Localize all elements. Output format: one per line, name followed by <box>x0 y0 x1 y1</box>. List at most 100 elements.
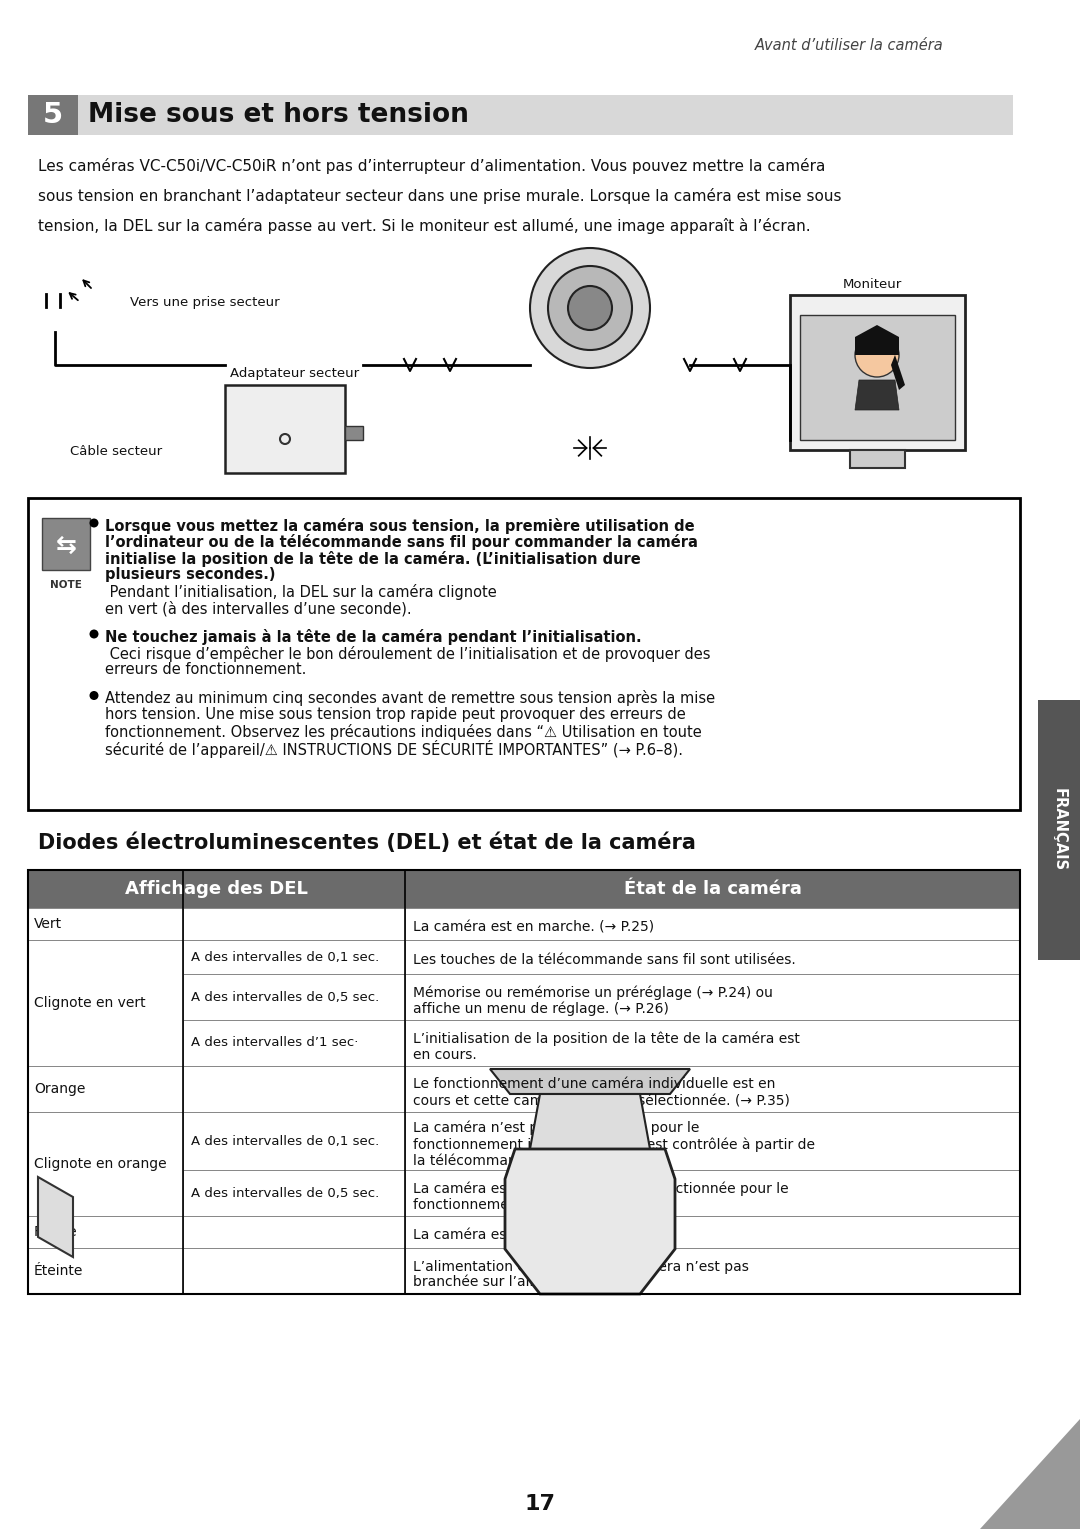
Polygon shape <box>855 381 899 410</box>
Text: Le fonctionnement d’une caméra individuelle est en: Le fonctionnement d’une caméra individue… <box>413 1076 775 1092</box>
Text: État de la caméra: État de la caméra <box>623 881 801 898</box>
Bar <box>28 498 1020 810</box>
Text: Ceci risque d’empêcher le bon déroulement de l’initialisation et de provoquer de: Ceci risque d’empêcher le bon déroulemen… <box>105 645 711 662</box>
Bar <box>28 1248 183 1294</box>
Text: Vert: Vert <box>33 917 63 931</box>
Bar <box>345 427 363 440</box>
Bar <box>28 95 1013 135</box>
Bar <box>800 315 955 440</box>
Text: Ne touchez jamais à la tête de la caméra pendant l’initialisation.: Ne touchez jamais à la tête de la caméra… <box>105 628 642 645</box>
Text: initialise la position de la tête de la caméra. (L’initialisation dure: initialise la position de la tête de la … <box>105 550 640 567</box>
Bar <box>42 518 90 570</box>
Text: affiche un menu de réglage. (→ P.26): affiche un menu de réglage. (→ P.26) <box>413 1001 669 1017</box>
Text: Affichage des DEL: Affichage des DEL <box>125 881 308 898</box>
Circle shape <box>530 248 650 368</box>
Text: La caméra n’est pas sélectionnée pour le: La caméra n’est pas sélectionnée pour le <box>413 1121 700 1135</box>
Bar <box>1038 700 1080 960</box>
Text: Clignote en vert: Clignote en vert <box>33 995 146 1011</box>
Circle shape <box>548 266 632 350</box>
Text: Clignote en orange: Clignote en orange <box>33 1157 166 1171</box>
Text: ⇆: ⇆ <box>55 534 77 558</box>
Polygon shape <box>980 1419 1080 1529</box>
Circle shape <box>90 630 98 639</box>
Bar <box>405 870 1020 908</box>
Text: tension, la DEL sur la caméra passe au vert. Si le moniteur est allumé, une imag: tension, la DEL sur la caméra passe au v… <box>38 219 811 234</box>
Text: Attendez au minimum cinq secondes avant de remettre sous tension après la mise: Attendez au minimum cinq secondes avant … <box>105 691 715 706</box>
Text: Lorsque vous mettez la caméra sous tension, la première utilisation de: Lorsque vous mettez la caméra sous tensi… <box>105 518 694 534</box>
Bar <box>405 1170 1020 1216</box>
Polygon shape <box>891 355 905 390</box>
Bar <box>405 908 1020 940</box>
Text: Moniteur: Moniteur <box>842 278 902 291</box>
Circle shape <box>90 691 98 700</box>
Text: La caméra est en marche. (→ P.25): La caméra est en marche. (→ P.25) <box>413 920 654 934</box>
Bar <box>405 1066 1020 1112</box>
Bar <box>405 1020 1020 1066</box>
Text: A des intervalles de 0,5 sec.: A des intervalles de 0,5 sec. <box>191 1187 379 1199</box>
Text: Vers une prise secteur: Vers une prise secteur <box>130 297 280 309</box>
Bar <box>28 940 183 1066</box>
Text: A des intervalles d’1 sec·: A des intervalles d’1 sec· <box>191 1037 359 1049</box>
Text: cours et cette caméra n’est pas sélectionnée. (→ P.35): cours et cette caméra n’est pas sélectio… <box>413 1095 789 1109</box>
Text: Mise sous et hors tension: Mise sous et hors tension <box>87 102 469 128</box>
Text: FRANÇAIS: FRANÇAIS <box>1052 789 1067 872</box>
Polygon shape <box>490 1069 690 1095</box>
Bar <box>850 450 905 468</box>
Text: fonctionnement. Observez les précautions indiquées dans “⚠ Utilisation en toute: fonctionnement. Observez les précautions… <box>105 723 702 740</box>
Bar <box>28 1112 183 1216</box>
Text: A des intervalles de 0,5 sec.: A des intervalles de 0,5 sec. <box>191 991 379 1003</box>
Bar <box>28 908 183 940</box>
Text: Adaptateur secteur: Adaptateur secteur <box>230 367 360 381</box>
Text: Pendant l’initialisation, la DEL sur la caméra clignote: Pendant l’initialisation, la DEL sur la … <box>105 584 497 599</box>
Bar <box>183 1248 405 1294</box>
Text: L’alimentation est coupée. (La caméra n’est pas: L’alimentation est coupée. (La caméra n’… <box>413 1258 748 1274</box>
Text: sous tension en branchant l’adaptateur secteur dans une prise murale. Lorsque la: sous tension en branchant l’adaptateur s… <box>38 188 841 203</box>
Text: Rouge: Rouge <box>33 1225 78 1238</box>
Bar <box>28 1066 183 1112</box>
Text: en cours.: en cours. <box>413 1047 476 1063</box>
Text: hors tension. Une mise sous tension trop rapide peut provoquer des erreurs de: hors tension. Une mise sous tension trop… <box>105 706 686 722</box>
Text: la télécommande sans fil. (→ P.35): la télécommande sans fil. (→ P.35) <box>413 1154 651 1168</box>
Bar <box>28 870 1020 1294</box>
Text: sécurité de l’appareil/⚠ INSTRUCTIONS DE SÉCURITÉ IMPORTANTES” (→ P.6–8).: sécurité de l’appareil/⚠ INSTRUCTIONS DE… <box>105 740 683 758</box>
Text: Éteinte: Éteinte <box>33 1264 83 1278</box>
Text: A des intervalles de 0,1 sec.: A des intervalles de 0,1 sec. <box>191 1135 379 1147</box>
Bar <box>405 1248 1020 1294</box>
Text: Mémorise ou remémorise un préréglage (→ P.24) ou: Mémorise ou remémorise un préréglage (→ … <box>413 985 773 1000</box>
Bar <box>405 940 1020 974</box>
Circle shape <box>568 286 612 330</box>
Text: L’initialisation de la position de la tête de la caméra est: L’initialisation de la position de la tê… <box>413 1031 800 1046</box>
Polygon shape <box>855 326 899 355</box>
Bar <box>183 940 405 974</box>
Bar <box>405 974 1020 1020</box>
Circle shape <box>855 333 899 378</box>
Bar <box>183 1020 405 1066</box>
Text: erreurs de fonctionnement.: erreurs de fonctionnement. <box>105 662 307 677</box>
Text: branchée sur l’alimentation.): branchée sur l’alimentation.) <box>413 1277 615 1290</box>
Bar <box>789 295 966 450</box>
Text: Diodes électroluminescentes (DEL) et état de la caméra: Diodes électroluminescentes (DEL) et éta… <box>38 832 696 853</box>
Bar <box>183 1112 405 1170</box>
Circle shape <box>90 518 98 528</box>
Text: plusieurs secondes.): plusieurs secondes.) <box>105 567 275 583</box>
Text: Avant d’utiliser la caméra: Avant d’utiliser la caméra <box>755 38 944 52</box>
Bar <box>28 95 78 135</box>
Text: Caméra: Caméra <box>568 271 620 283</box>
Text: Les touches de la télécommande sans fil sont utilisées.: Les touches de la télécommande sans fil … <box>413 954 796 968</box>
Text: l’ordinateur ou de la télécommande sans fil pour commander la caméra: l’ordinateur ou de la télécommande sans … <box>105 535 698 550</box>
Text: fonctionnement individuel. (→ P.35): fonctionnement individuel. (→ P.35) <box>413 1199 659 1212</box>
Text: La caméra est à l’arrêt. (→ P.25): La caméra est à l’arrêt. (→ P.25) <box>413 1228 635 1243</box>
Bar <box>183 974 405 1020</box>
Text: Câble secteur: Câble secteur <box>70 445 162 459</box>
Polygon shape <box>505 1148 675 1294</box>
Text: 17: 17 <box>525 1494 555 1514</box>
Bar <box>405 1216 1020 1248</box>
Bar <box>28 1216 183 1248</box>
Text: NOTE: NOTE <box>50 579 82 590</box>
Bar <box>225 385 345 472</box>
Polygon shape <box>38 1177 73 1257</box>
Bar <box>183 1216 405 1248</box>
Bar <box>183 1170 405 1216</box>
Text: en vert (à des intervalles d’une seconde).: en vert (à des intervalles d’une seconde… <box>105 601 411 616</box>
Text: Les caméras VC-C50i/VC-C50iR n’ont pas d’interrupteur d’alimentation. Vous pouve: Les caméras VC-C50i/VC-C50iR n’ont pas d… <box>38 157 825 174</box>
